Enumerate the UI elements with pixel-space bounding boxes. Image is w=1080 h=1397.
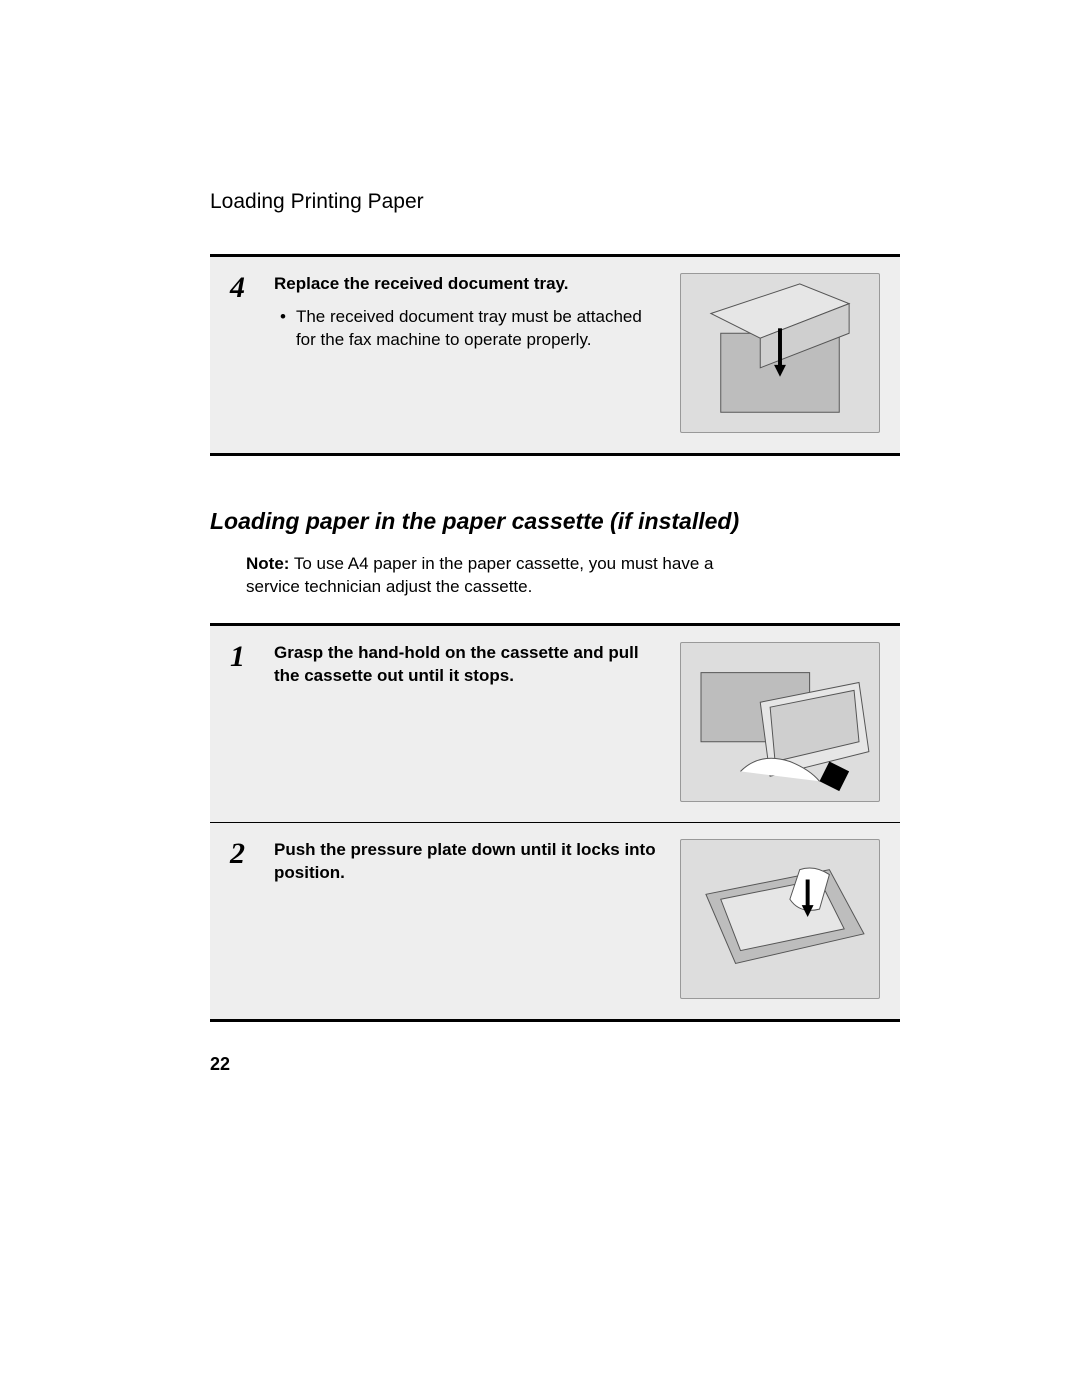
note-text: To use A4 paper in the paper cassette, y…	[246, 554, 713, 596]
step-block-1: 1 Grasp the hand-hold on the cassette an…	[210, 626, 900, 822]
manual-page: Loading Printing Paper 4 Replace the rec…	[0, 0, 1080, 1397]
bullet-dot-icon: •	[280, 306, 286, 352]
printer-cassette-pull-icon	[681, 643, 879, 801]
divider-thick	[210, 1019, 900, 1022]
printer-plate-press-icon	[681, 840, 879, 998]
step-title: Grasp the hand-hold on the cassette and …	[274, 642, 662, 688]
step-bullet: • The received document tray must be att…	[274, 306, 662, 352]
step-title: Push the pressure plate down until it lo…	[274, 839, 662, 885]
step-number: 4	[230, 273, 256, 303]
note-label: Note:	[246, 554, 289, 573]
divider-thick	[210, 453, 900, 456]
step-text: Push the pressure plate down until it lo…	[274, 839, 662, 885]
note-paragraph: Note: To use A4 paper in the paper casse…	[246, 553, 766, 599]
page-number: 22	[210, 1054, 230, 1075]
step-text: Replace the received document tray. • Th…	[274, 273, 662, 352]
running-head: Loading Printing Paper	[210, 190, 900, 214]
illustration-press-plate	[680, 839, 880, 999]
step-block-4: 4 Replace the received document tray. • …	[210, 257, 900, 453]
step-number: 1	[230, 642, 256, 672]
bullet-text: The received document tray must be attac…	[296, 306, 662, 352]
illustration-pull-cassette	[680, 642, 880, 802]
illustration-tray	[680, 273, 880, 433]
step-title: Replace the received document tray.	[274, 273, 662, 296]
section-title: Loading paper in the paper cassette (if …	[210, 508, 900, 535]
step-block-2: 2 Push the pressure plate down until it …	[210, 823, 900, 1019]
step-number: 2	[230, 839, 256, 869]
step-text: Grasp the hand-hold on the cassette and …	[274, 642, 662, 688]
printer-tray-icon	[681, 274, 879, 432]
